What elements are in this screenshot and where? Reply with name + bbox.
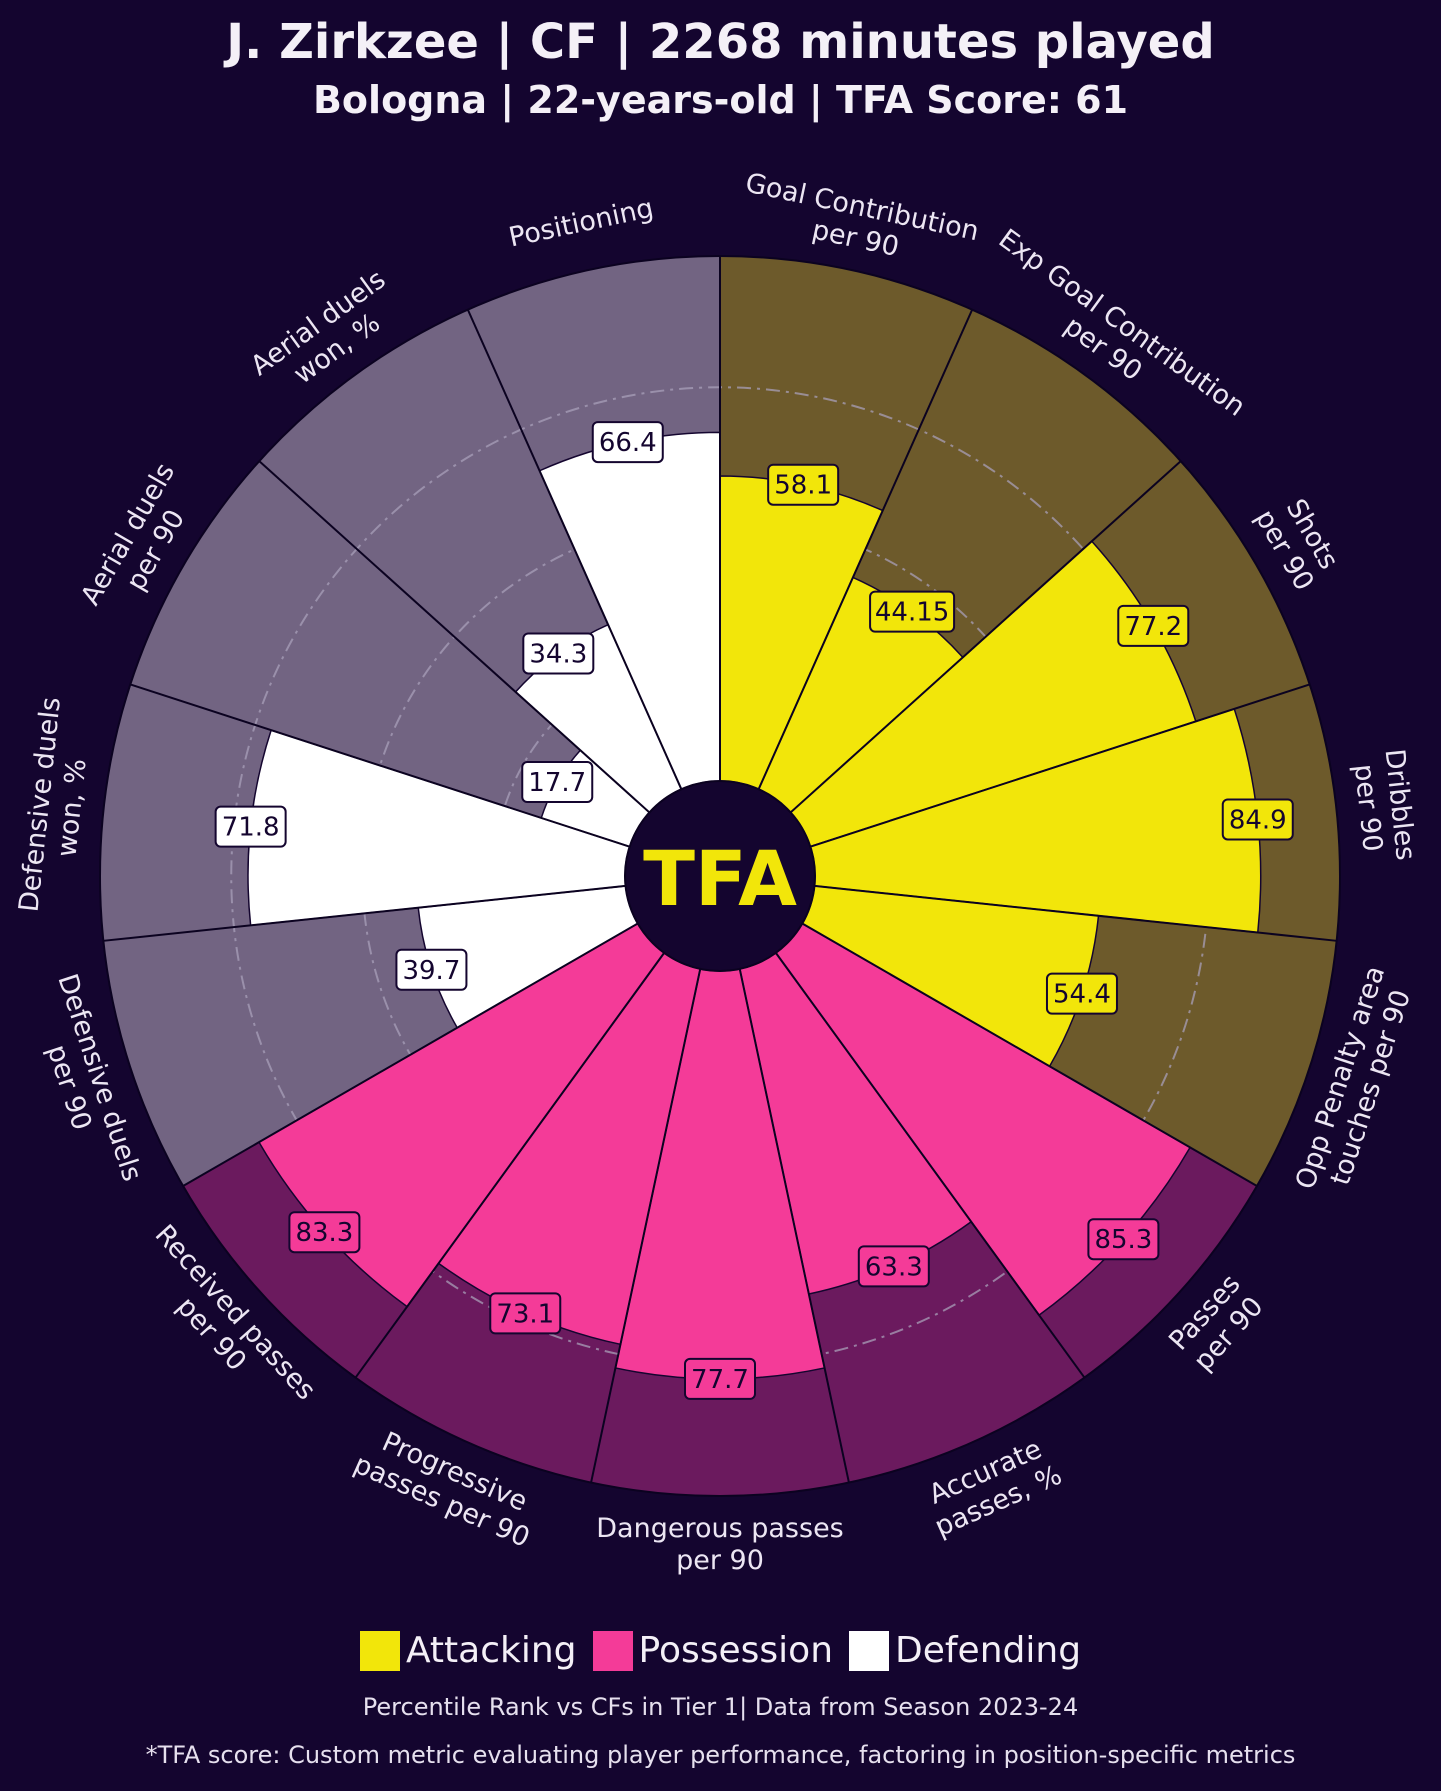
center-logo: TFA [624, 780, 816, 972]
value-box-bg-passes-per-90 [1087, 1218, 1160, 1261]
slice-separators [99, 255, 1341, 1497]
value-label-exp-goal-contribution-per-90: 44.15 [875, 598, 949, 628]
value-labels: 58.1 44.15 77.2 84.9 54.4 85.3 63.3 77.7 73.1 83.… [214, 421, 1294, 1400]
separator-3 [789, 460, 1182, 814]
value-box-passes-per-90: 85.3 [1087, 1218, 1160, 1261]
legend: Attacking Possession Defending [0, 1630, 1441, 1671]
value-label-accurate-passes: 63.3 [865, 1252, 923, 1282]
footer-note-percentile: Percentile Rank vs CFs in Tier 1| Data f… [362, 1693, 1079, 1721]
separator-4 [810, 683, 1310, 848]
footer-note-tfa-score: *TFA score: Custom metric evaluating pla… [145, 1741, 1296, 1769]
value-box-bg-shots-per-90 [1117, 604, 1190, 647]
value-label-defensive-duels-per-90: 39.7 [402, 956, 460, 986]
value-box-goal-contribution-per-90: 58.1 [767, 463, 840, 506]
metric-label-line-dangerous-passes-per-90-2: per 90 [676, 1545, 764, 1576]
separator-11 [182, 922, 639, 1187]
value-label-positioning: 66.4 [599, 428, 657, 458]
value-label-dangerous-passes-per-90: 77.7 [691, 1365, 749, 1395]
legend-swatch-defending [849, 1630, 890, 1671]
value-label-defensive-duels-won: 71.8 [222, 813, 280, 843]
value-box-opp-penalty-area-touches-per-90: 54.4 [1045, 972, 1118, 1015]
value-box-bg-aerial-duels-per-90 [521, 761, 594, 804]
value-box-accurate-passes: 63.3 [857, 1245, 930, 1288]
value-box-aerial-duels-per-90: 17.7 [521, 761, 594, 804]
pizza-chart: 58.1 44.15 77.2 84.9 54.4 85.3 63.3 77.7 73.1 83.… [14, 168, 1421, 1576]
value-box-bg-progressive-passes-per-90 [489, 1292, 562, 1335]
legend-label-attacking: Attacking [405, 1630, 577, 1671]
center-logo-text: TFA [643, 834, 797, 923]
value-label-progressive-passes-per-90: 73.1 [496, 1299, 554, 1329]
value-box-bg-positioning [591, 421, 664, 464]
separator-5 [814, 884, 1337, 942]
separator-10 [354, 952, 665, 1379]
center-circle [624, 780, 816, 972]
value-label-shots-per-90: 77.2 [1124, 612, 1182, 642]
value-box-bg-dangerous-passes-per-90 [684, 1357, 756, 1400]
value-box-progressive-passes-per-90: 73.1 [489, 1292, 562, 1335]
slice-bars [247, 431, 1262, 1380]
legend-swatch-possession [592, 1630, 633, 1671]
separator-2 [757, 309, 974, 790]
value-box-bg-defensive-duels-won [214, 805, 287, 848]
metric-label-line-dangerous-passes-per-90-1: Dangerous passes [596, 1513, 843, 1544]
chart-title: J. Zirkzee | CF | 2268 minutes played [226, 14, 1215, 70]
legend-item-attacking: Attacking [359, 1630, 577, 1671]
separator-6 [801, 922, 1258, 1187]
value-box-bg-goal-contribution-per-90 [767, 463, 840, 506]
legend-swatch-attacking [359, 1630, 400, 1671]
value-box-shots-per-90: 77.2 [1117, 604, 1190, 647]
value-box-bg-aerial-duels-won [522, 632, 595, 675]
value-box-bg-defensive-duels-per-90 [395, 948, 468, 991]
legend-label-defending: Defending [895, 1630, 1082, 1671]
separator-8 [738, 968, 850, 1483]
metric-label-line-positioning-1: Positioning [506, 193, 656, 254]
value-label-passes-per-90: 85.3 [1094, 1225, 1152, 1255]
value-label-opp-penalty-area-touches-per-90: 54.4 [1053, 980, 1111, 1010]
value-box-exp-goal-contribution-per-90: 44.15 [869, 590, 956, 633]
value-box-bg-received-passes-per-90 [288, 1211, 361, 1254]
legend-label-possession: Possession [638, 1630, 834, 1671]
value-box-bg-opp-penalty-area-touches-per-90 [1045, 972, 1118, 1015]
separator-9 [590, 968, 702, 1483]
value-box-bg-exp-goal-contribution-per-90 [869, 590, 956, 633]
separator-7 [775, 952, 1086, 1379]
value-box-positioning: 66.4 [591, 421, 664, 464]
separator-14 [258, 460, 651, 814]
chart-subtitle: Bologna | 22-years-old | TFA Score: 61 [312, 78, 1129, 122]
value-label-dribbles-per-90: 84.9 [1229, 805, 1287, 835]
value-box-dribbles-per-90: 84.9 [1221, 798, 1294, 841]
value-label-aerial-duels-won: 34.3 [529, 639, 587, 669]
value-label-goal-contribution-per-90: 58.1 [774, 471, 832, 501]
separator-15 [466, 309, 683, 790]
value-box-bg-dribbles-per-90 [1221, 798, 1294, 841]
value-box-aerial-duels-won: 34.3 [522, 632, 595, 675]
legend-item-possession: Possession [592, 1630, 834, 1671]
outer-ring [99, 255, 1341, 1497]
value-box-bg-accurate-passes [857, 1245, 930, 1288]
metric-label-positioning: Positioning [506, 193, 656, 254]
value-label-received-passes-per-90: 83.3 [295, 1218, 353, 1248]
value-box-defensive-duels-per-90: 39.7 [395, 948, 468, 991]
separator-12 [103, 884, 626, 942]
value-label-aerial-duels-per-90: 17.7 [528, 768, 586, 798]
separator-13 [130, 683, 630, 848]
value-box-received-passes-per-90: 83.3 [288, 1211, 361, 1254]
value-box-defensive-duels-won: 71.8 [214, 805, 287, 848]
legend-item-defending: Defending [849, 1630, 1081, 1671]
slice-bg-aerial-duels-per-90 [130, 461, 650, 847]
value-box-dangerous-passes-per-90: 77.7 [684, 1357, 756, 1400]
